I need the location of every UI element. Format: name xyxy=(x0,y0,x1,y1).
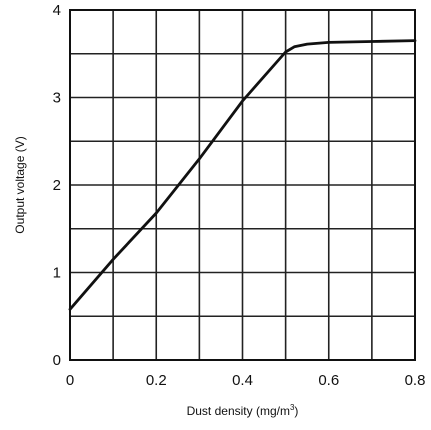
y-tick-label: 0 xyxy=(53,352,61,369)
x-tick-labels: 0 0.2 0.4 0.6 0.8 xyxy=(66,372,426,389)
x-axis-title-superscript: 3 xyxy=(290,403,295,412)
x-tick-label: 0.8 xyxy=(405,372,426,389)
voltage-curve xyxy=(68,39,417,311)
y-axis-title: Output voltage (V) xyxy=(13,136,27,233)
y-tick-label: 2 xyxy=(53,177,61,194)
x-tick-label: 0.6 xyxy=(318,372,339,389)
y-tick-label: 3 xyxy=(53,90,61,107)
x-axis-title-tail: ) xyxy=(294,404,298,418)
y-tick-label: 4 xyxy=(53,2,61,19)
x-tick-label: 0.4 xyxy=(232,372,253,389)
x-tick-label: 0.2 xyxy=(146,372,167,389)
x-axis-title: Dust density (mg/m3) xyxy=(187,403,299,418)
plot-frame xyxy=(69,9,416,361)
x-axis-title-main: Dust density (mg/m xyxy=(187,404,290,418)
x-tick-label: 0 xyxy=(66,372,74,389)
y-tick-label: 1 xyxy=(53,265,61,282)
grid-lines xyxy=(69,9,416,361)
y-tick-labels: 0 1 2 3 4 xyxy=(53,2,61,369)
